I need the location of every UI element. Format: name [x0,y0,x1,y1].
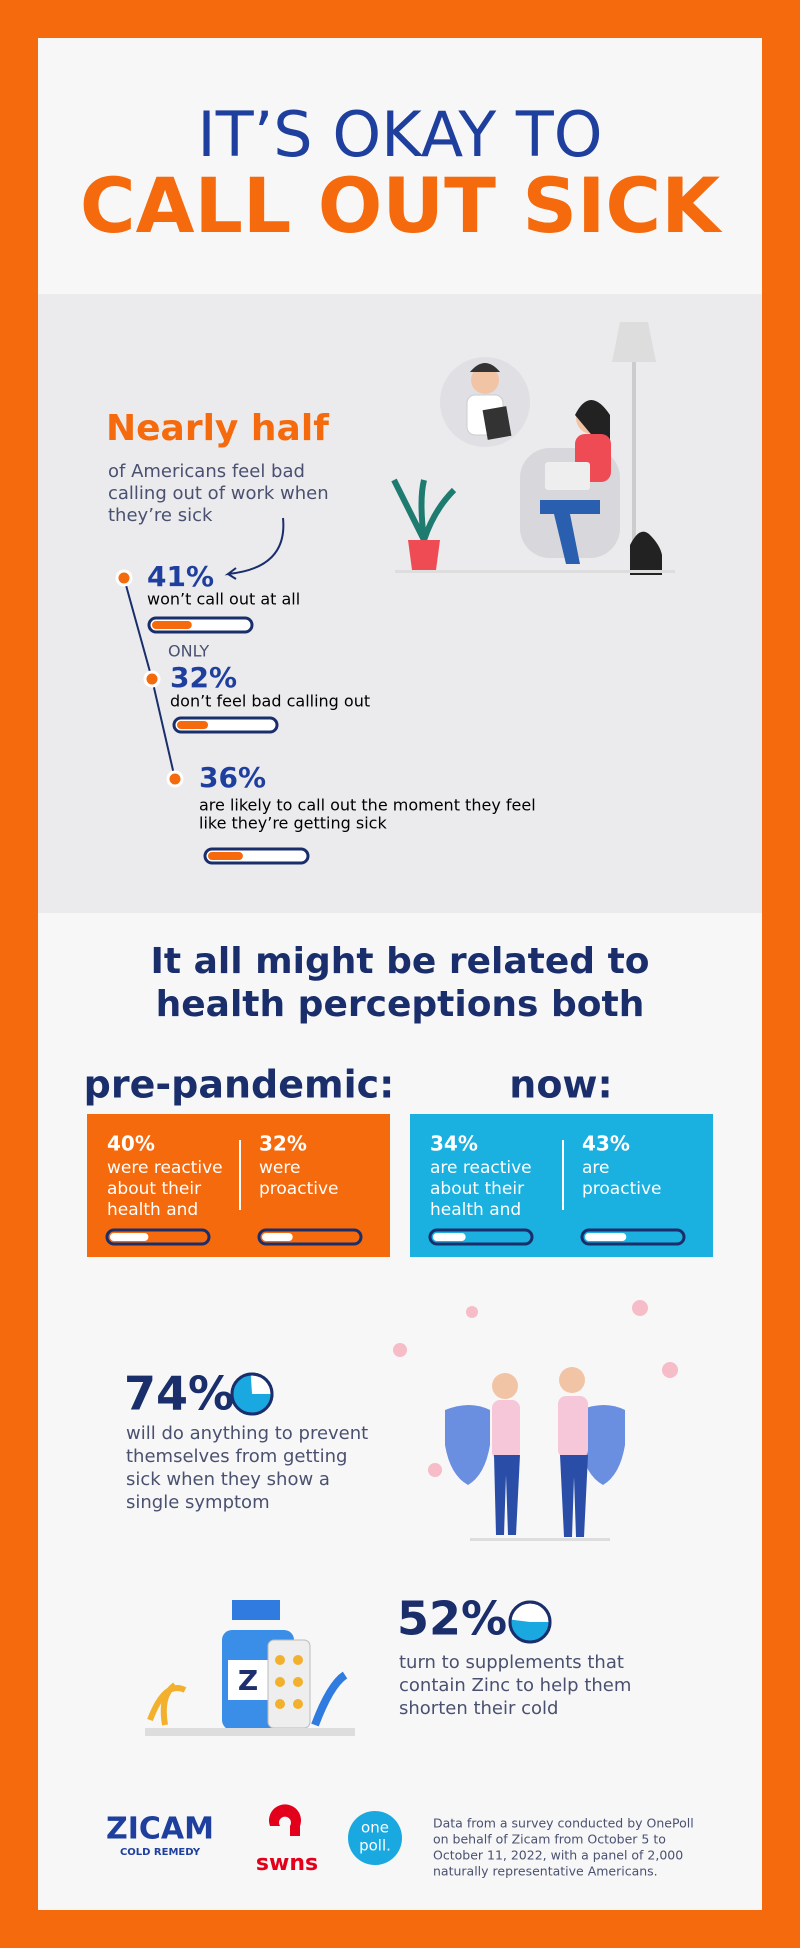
item-text: proactive [582,1179,661,1199]
item-text: are [582,1158,610,1178]
stat-dot [166,770,184,788]
stat-dot [143,670,161,688]
heading: It all might be related to [150,941,649,982]
illustration-bottle: Z [145,1600,355,1736]
stat-value: 36% [199,761,266,794]
stat-value: 41% [147,560,214,593]
onepoll-badge [348,1811,402,1865]
highlight-text: will do anything to prevent [126,1423,368,1444]
footnote: Data from a survey conducted by OnePoll [433,1816,694,1831]
item-text: about their [430,1179,524,1199]
logo-swns: swns [256,1851,318,1876]
title-line2: CALL OUT SICK [80,161,723,250]
stat-text: like they’re getting sick [199,814,387,833]
highlight-text: shorten their cold [399,1698,558,1719]
stat-text: don’t feel bad calling out [170,692,370,711]
item-text: health and [430,1200,521,1220]
stat-value: 32% [170,661,237,694]
highlight-text: sick when they show a [126,1469,330,1490]
item-value: 32% [259,1132,307,1156]
footnote: October 11, 2022, with a panel of 2,000 [433,1848,683,1863]
pie-ring [230,1372,274,1416]
item-value: 40% [107,1132,155,1156]
highlight-text: turn to supplements that [399,1652,624,1673]
stat-dot [115,569,133,587]
subtext: calling out of work when [108,483,329,504]
highlight-text: themselves from getting [126,1446,347,1467]
illustration-sick [391,322,675,575]
group-title: pre-pandemic: [84,1063,395,1107]
item-text: proactive [259,1179,338,1199]
qualifier: ONLY [168,642,209,661]
item-text: about their [107,1179,201,1199]
bar-fill [177,721,209,729]
heading: health perceptions both [156,984,645,1025]
logo-zicam-sub: COLD REMEDY [120,1847,201,1858]
highlight-text: single symptom [126,1492,270,1513]
subtext: they’re sick [108,505,213,526]
pie-ring [508,1600,552,1644]
title-line1: IT’S OKAY TO [197,98,602,171]
headline: Nearly half [106,408,329,449]
pie-slice [509,1619,551,1643]
item-value: 34% [430,1132,478,1156]
gray-section [38,294,762,913]
highlight-text: contain Zinc to help them [399,1675,631,1696]
bar-fill [585,1233,627,1241]
stat-text: are likely to call out the moment they f… [199,796,536,815]
logo-zicam: ZICAM [106,1812,214,1847]
item-text: are reactive [430,1158,532,1178]
footnote: naturally representative Americans. [433,1864,658,1879]
pie-slice [232,1374,272,1414]
item-text: were [259,1158,300,1178]
bar-fill [152,621,192,629]
illustration-shields [393,1300,678,1541]
swns-icon [269,1804,301,1836]
item-text: health and [107,1200,198,1220]
logo-onepoll: one [361,1819,389,1837]
footnote: on behalf of Zicam from October 5 to [433,1832,666,1847]
group-title: now: [509,1063,612,1107]
bar-fill [262,1233,293,1241]
logo-onepoll: poll. [359,1837,391,1855]
item-value: 43% [582,1132,630,1156]
bar-fill [208,852,243,860]
subtext: of Americans feel bad [108,461,305,482]
stat-text: won’t call out at all [147,590,300,609]
highlight-value: 52% [397,1592,507,1646]
arrow [224,517,285,580]
highlight-value: 74% [124,1367,234,1421]
item-text: were reactive [107,1158,223,1178]
bar-fill [110,1233,149,1241]
svg-text:Z: Z [238,1664,258,1697]
bar-fill [433,1233,466,1241]
